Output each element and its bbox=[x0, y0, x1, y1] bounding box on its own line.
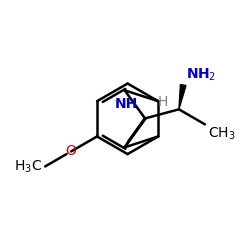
Text: H: H bbox=[158, 95, 168, 109]
Text: CH$_3$: CH$_3$ bbox=[208, 126, 235, 142]
Text: NH$_2$: NH$_2$ bbox=[186, 67, 216, 83]
Text: H$_3$C: H$_3$C bbox=[14, 158, 42, 175]
Text: O: O bbox=[66, 144, 76, 158]
Polygon shape bbox=[179, 84, 186, 109]
Text: NH: NH bbox=[115, 97, 138, 111]
